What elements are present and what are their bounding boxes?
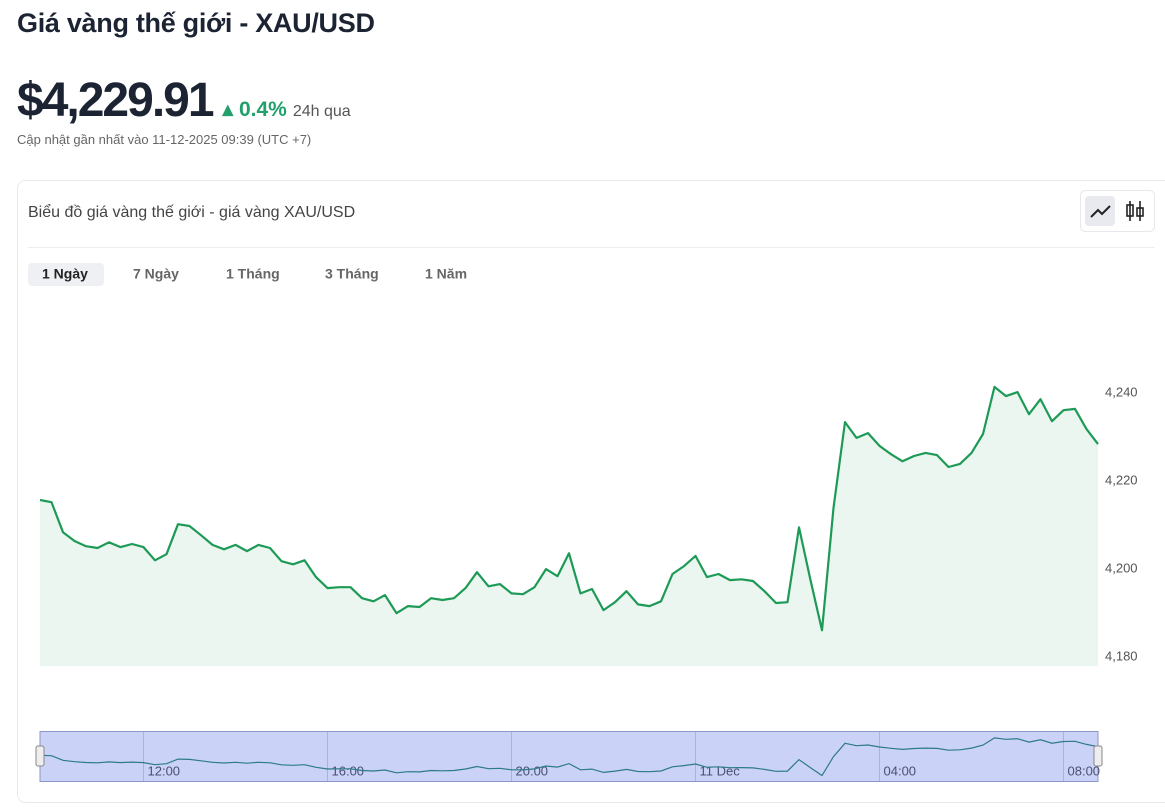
y-tick-label: 4,240 — [1105, 384, 1138, 399]
x-tick-label: 20:00 — [516, 763, 549, 778]
tab-active-bg — [28, 263, 104, 286]
tabs: 1 Ngày 7 Ngày 1 Tháng 3 Tháng 1 Năm — [28, 263, 467, 286]
candle-icon-button[interactable] — [1126, 201, 1144, 221]
card-title: Biểu đồ giá vàng thế giới - giá vàng XAU… — [28, 203, 355, 221]
tab[interactable]: 1 Năm — [425, 266, 467, 282]
navigator-handle-right[interactable] — [1093, 745, 1103, 767]
chart-type-switch — [1080, 190, 1155, 232]
x-tick-label: 12:00 — [148, 763, 181, 778]
tab[interactable]: 1 Ngày — [42, 266, 88, 282]
updated: Cập nhật gần nhất vào 11-12-2025 09:39 (… — [17, 132, 312, 147]
tab[interactable]: 1 Tháng — [226, 266, 280, 282]
price-line — [39, 385, 1099, 632]
header: Giá vàng thế giới - XAU/USD $4,229.91 ▴ … — [17, 8, 375, 147]
change-period: 24h qua — [292, 103, 351, 120]
navigator — [39, 731, 1099, 782]
navigator-handle-left[interactable] — [35, 745, 45, 767]
x-tick-label: 08:00 — [1068, 763, 1101, 778]
price-row: $4,229.91 ▴ 0.4% 24h qua — [17, 73, 375, 128]
navigator-content: 12:00 16:00 20:00 11 Dec 04:00 08:00 — [39, 732, 1101, 781]
page-title: Giá vàng thế giới - XAU/USD — [17, 8, 375, 38]
x-tick-label: 04:00 — [884, 763, 917, 778]
tab[interactable]: 7 Ngày — [133, 266, 179, 282]
change-value: 0.4% — [238, 98, 287, 121]
price: $4,229.91 — [17, 74, 215, 127]
navigator-line — [39, 737, 1099, 777]
y-tick-label: 4,200 — [1105, 561, 1138, 576]
x-tick-label: 16:00 — [332, 763, 365, 778]
plot: 4,180 4,200 4,220 4,240 — [39, 384, 1138, 666]
card-border — [17, 180, 1165, 803]
y-tick-label: 4,220 — [1105, 473, 1138, 488]
area — [40, 386, 1098, 666]
line-icon-button[interactable] — [1085, 196, 1115, 226]
y-tick-label: 4,180 — [1105, 649, 1138, 664]
x-tick-label: 11 Dec — [700, 763, 741, 778]
change: ▴ 0.4% — [222, 98, 287, 121]
tab[interactable]: 3 Tháng — [325, 266, 379, 282]
